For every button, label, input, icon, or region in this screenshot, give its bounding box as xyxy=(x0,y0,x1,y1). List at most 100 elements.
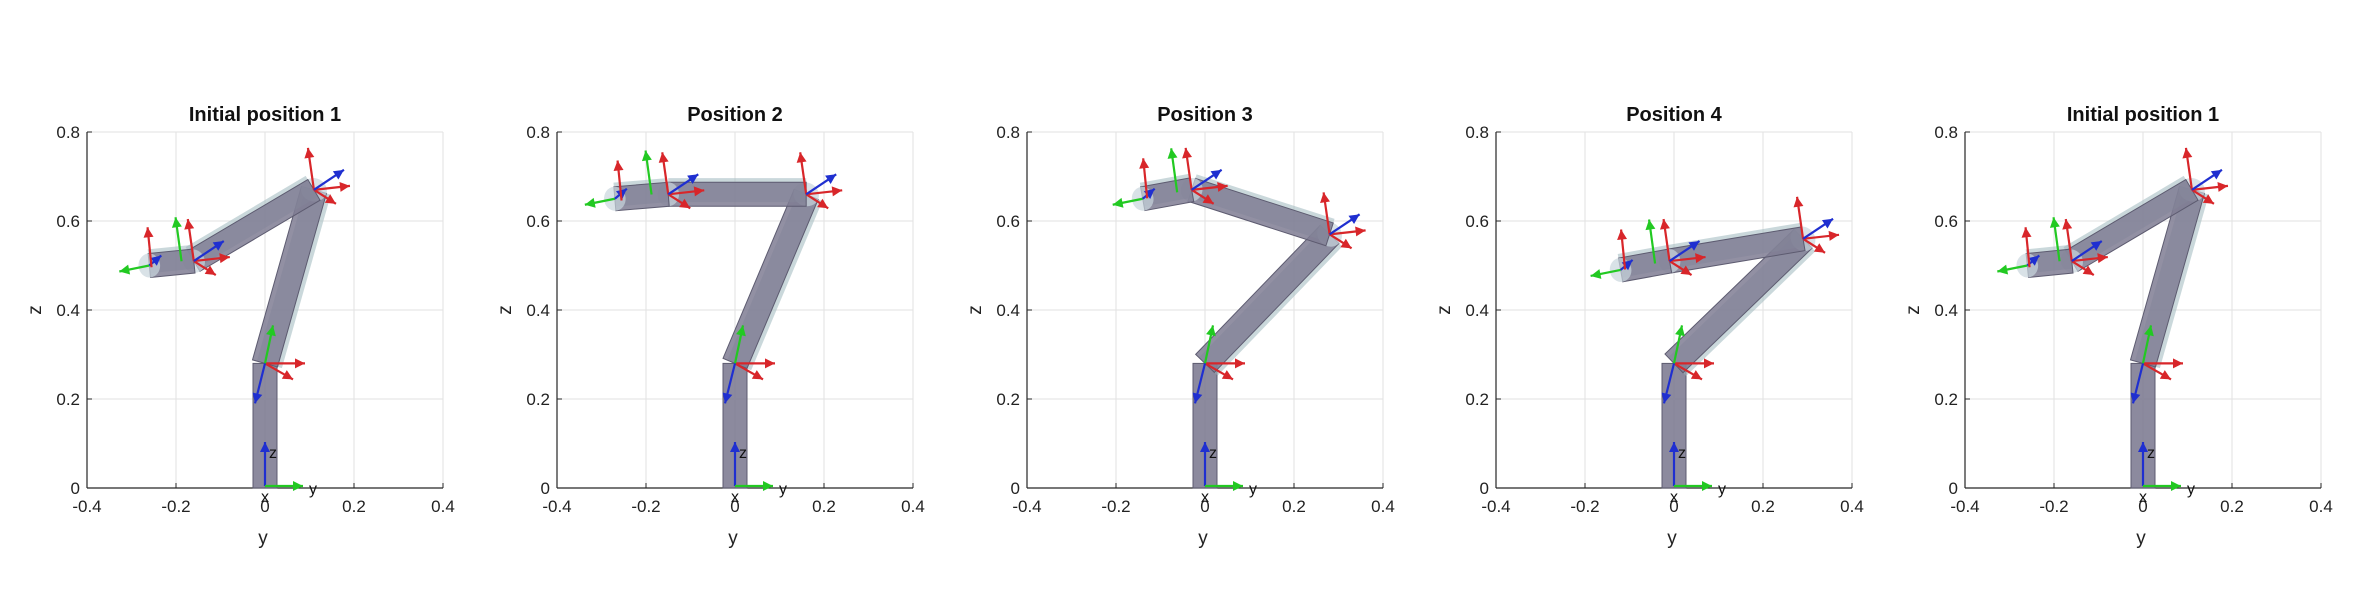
y-tick-label: 0.6 xyxy=(996,212,1020,231)
robot-link-2 xyxy=(186,178,321,273)
base-frame-label-x: x xyxy=(1201,489,1209,506)
y-tick-label: 0.4 xyxy=(526,301,550,320)
joint-frame-3-x-axis-head xyxy=(693,186,705,197)
tool-frame-y-axis-head xyxy=(641,150,652,162)
joint-frame-3-y-axis-head xyxy=(1210,169,1222,180)
x-tick-label: 0.2 xyxy=(342,497,366,516)
y-tick-label: 0 xyxy=(1011,479,1020,498)
x-tick-label: -0.4 xyxy=(1012,497,1041,516)
x-axis-label: y xyxy=(1667,528,1677,549)
x-axis-label: y xyxy=(258,528,268,549)
base-frame-label-y: y xyxy=(1718,481,1726,498)
tool-frame-x-axis-head xyxy=(1617,229,1628,240)
joint-frame-3-x-axis-2-head xyxy=(1680,265,1692,276)
y-tick-label: 0.6 xyxy=(1934,212,1958,231)
y-axis-label: z xyxy=(25,305,46,315)
joint-frame-2-y-axis-head xyxy=(332,169,344,180)
x-tick-label: 0.4 xyxy=(1371,497,1395,516)
base-frame-label-z: z xyxy=(739,445,747,462)
robot-link-3 xyxy=(613,181,670,212)
base-frame-label-y: y xyxy=(779,481,787,498)
joint-frame-1-x-axis-b-head xyxy=(2159,370,2171,380)
joint-frame-2-z-axis-head xyxy=(1793,196,1804,208)
y-tick-label: 0.4 xyxy=(56,301,80,320)
base-frame-label-x: x xyxy=(2139,489,2147,506)
joint-frame-2-y-axis-head xyxy=(1348,214,1360,225)
joint-frame-1-z-axis-head xyxy=(252,392,263,404)
joint-frame-3-z-axis-head xyxy=(2062,219,2073,230)
joint-frame-2-z-axis-head xyxy=(304,147,315,159)
joint-frame-3-x-axis-head xyxy=(1217,181,1228,192)
x-tick-label: 0 xyxy=(2138,497,2147,516)
joint-frame-1-x-axis-head xyxy=(1704,358,1714,369)
y-axis-label: z xyxy=(965,305,986,315)
base-frame-label-x: x xyxy=(261,489,269,506)
x-tick-label: 0 xyxy=(260,497,269,516)
y-tick-label: 0.4 xyxy=(1934,301,1958,320)
x-tick-label: -0.2 xyxy=(1101,497,1130,516)
x-tick-label: -0.2 xyxy=(2039,497,2068,516)
joint-frame-2-z-axis-head xyxy=(796,152,807,163)
y-tick-label: 0.8 xyxy=(1934,123,1958,142)
end-frame-y-axis-head xyxy=(1112,197,1124,208)
base-frame-label-y: y xyxy=(309,481,317,498)
y-tick-label: 0 xyxy=(1480,479,1489,498)
x-tick-label: 0.2 xyxy=(1751,497,1775,516)
joint-frame-2-x-axis-2-head xyxy=(324,194,336,204)
base-frame-label-z: z xyxy=(1678,445,1686,462)
y-tick-label: 0.4 xyxy=(1465,301,1489,320)
joint-frame-2-x-axis-2-head xyxy=(1813,243,1826,253)
joint-frame-1-y-axis-head xyxy=(736,325,746,337)
joint-frame-2-z-axis-head xyxy=(2182,147,2193,159)
chart-title: Initial position 1 xyxy=(2067,104,2219,126)
base-z-axis-head xyxy=(1200,442,1210,452)
chart-panel-3: -0.4 -0.2 0 0.2 0.4 0 0.2 0.4 0.6 0.8 Position 3 y z… xyxy=(965,104,1395,549)
joint-frame-3-x-axis-2-head xyxy=(1202,194,1214,204)
tool-frame-x-axis-head xyxy=(2021,227,2032,238)
x-tick-label: -0.4 xyxy=(542,497,571,516)
x-tick-label: 0.4 xyxy=(1840,497,1864,516)
joint-frame-3-z-axis-head xyxy=(184,219,195,230)
end-frame-y-axis-head xyxy=(1590,269,1602,279)
joint-frame-3-x-axis-2-head xyxy=(2082,265,2094,276)
joint-frame-3-x-axis-head xyxy=(2097,253,2108,264)
robot-link-2 xyxy=(2064,178,2199,273)
y-tick-label: 0.2 xyxy=(526,390,550,409)
y-tick-label: 0.8 xyxy=(526,123,550,142)
tool-frame-y-axis-head xyxy=(2049,217,2060,228)
base-y-axis-head xyxy=(293,481,303,491)
y-tick-label: 0.2 xyxy=(1934,390,1958,409)
joint-frame-1-z-axis-head xyxy=(2130,392,2141,404)
robot-link-3 xyxy=(1139,177,1195,212)
x-axis-label: y xyxy=(1198,528,1208,549)
x-axis-label: y xyxy=(2136,528,2146,549)
end-frame-y-axis-head xyxy=(584,197,596,208)
joint-frame-3-x-axis-head xyxy=(1695,253,1706,264)
x-tick-label: 0.4 xyxy=(901,497,925,516)
y-tick-label: 0 xyxy=(1949,479,1958,498)
joint-frame-3-x-axis-2-head xyxy=(679,198,691,209)
base-y-axis-head xyxy=(763,481,773,491)
chart-panel-2: -0.4 -0.2 0 0.2 0.4 0 0.2 0.4 0.6 0.8 Position 2 y z… xyxy=(495,104,925,549)
joint-frame-1-y-axis-head xyxy=(266,325,276,337)
y-tick-label: 0.8 xyxy=(1465,123,1489,142)
joint-frame-3-x-axis-2-head xyxy=(204,265,216,276)
joint-frame-1-x-axis-head xyxy=(765,358,775,369)
x-tick-label: 0.2 xyxy=(812,497,836,516)
joint-frame-1-x-axis-head xyxy=(1235,358,1245,369)
y-tick-label: 0.8 xyxy=(56,123,80,142)
x-tick-label: 0 xyxy=(730,497,739,516)
y-tick-label: 0 xyxy=(71,479,80,498)
base-z-axis-head xyxy=(260,442,270,452)
chart-panel-4: -0.4 -0.2 0 0.2 0.4 0 0.2 0.4 0.6 0.8 Position 4 y z… xyxy=(1434,104,1864,549)
y-tick-label: 0.2 xyxy=(1465,390,1489,409)
base-frame-label-x: x xyxy=(731,489,739,506)
joint-frame-1-z-axis-head xyxy=(1661,392,1672,404)
x-tick-label: -0.2 xyxy=(631,497,660,516)
y-axis-label: z xyxy=(495,305,516,315)
y-axis-label: z xyxy=(1434,305,1455,315)
chart-panel-5: -0.4 -0.2 0 0.2 0.4 0 0.2 0.4 0.6 0.8 Initial posi… xyxy=(1903,104,2333,549)
tool-frame-y-axis-head xyxy=(1167,148,1178,159)
chart-title: Position 3 xyxy=(1157,104,1253,126)
joint-frame-2-x-axis-2-head xyxy=(2202,194,2214,204)
